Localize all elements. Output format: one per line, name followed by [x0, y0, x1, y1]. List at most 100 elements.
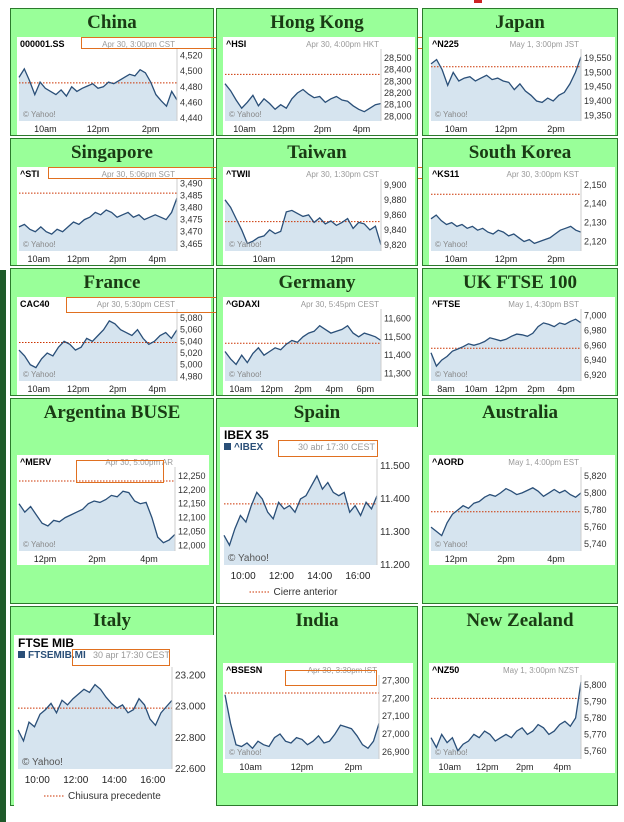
y-tick-label: 3,480	[180, 203, 203, 213]
y-tick-label: 5,800	[584, 680, 607, 690]
market-title[interactable]: Argentina BUSE	[43, 402, 181, 423]
market-chart[interactable]: ^AORD May 1, 4:00pm EST 5,820 5,800 5,780 5,7…	[429, 455, 615, 565]
x-tick-label: 10am	[445, 254, 468, 264]
market-chart[interactable]: ^STI Apr 30, 5:06pm SGT 3,490 3,485 3,480 3,4…	[17, 167, 211, 265]
yahoo-watermark: © Yahoo!	[435, 370, 468, 379]
yahoo-watermark: © Yahoo!	[435, 240, 468, 249]
chart-symbol: ^IBEX	[234, 442, 264, 453]
series-area	[225, 325, 381, 381]
y-tick-label: 5,760	[584, 746, 607, 756]
y-tick-label: 5,000	[180, 360, 203, 370]
market-title[interactable]: India	[295, 610, 339, 631]
yahoo-watermark: © Yahoo!	[22, 757, 63, 768]
market-chart[interactable]: ^BSESN Apr 30, 3:30pm IST 27,300 27,200 27,1…	[223, 663, 413, 773]
y-tick-label: 9,900	[384, 180, 407, 190]
y-tick-label: 3,465	[180, 239, 203, 249]
market-title[interactable]: South Korea	[468, 142, 572, 163]
market-chart[interactable]: ^NZ50 May 1, 3:00pm NZST 5,800 5,790 5,780 5,…	[429, 663, 615, 773]
x-tick-label: 2pm	[314, 124, 332, 134]
x-tick-label: 12pm	[495, 254, 518, 264]
market-chart[interactable]: ^KS11 Apr 30, 3:00pm KST 2,150 2,140 2,130 2,…	[429, 167, 615, 265]
chart-svg: ^GDAXI Apr 30, 5:45pm CEST 11,600 11,500 11,…	[224, 299, 411, 394]
y-tick-label: 5,800	[584, 488, 607, 498]
y-tick-label: 5,820	[584, 471, 607, 481]
x-tick-label: 12pm	[495, 384, 518, 394]
x-tick-label: 4pm	[557, 384, 575, 394]
chart-svg: ^HSI Apr 30, 4:00pm HKT 28,500 28,40028,300…	[224, 39, 412, 134]
chart-svg: ^FTSE May 1, 4:30pm BST 7,000 6,980 6,960 6,9…	[430, 299, 607, 394]
chart-timestamp: Apr 30, 3:30pm IST	[308, 666, 377, 675]
chart-timestamp: May 1, 3:00pm JST	[510, 40, 579, 49]
x-tick-label: 4pm	[140, 554, 158, 564]
x-tick-label: 6pm	[357, 384, 375, 394]
chart-timestamp: Apr 30, 1:30pm CST	[306, 170, 379, 179]
market-title[interactable]: UK FTSE 100	[462, 272, 578, 293]
x-tick-label: 12pm	[495, 124, 518, 134]
market-title[interactable]: Australia	[482, 402, 558, 423]
y-tick-label: 11,400	[384, 350, 411, 360]
y-tick-label: 2,120	[584, 237, 607, 247]
y-tick-label: 6,980	[584, 325, 607, 335]
y-tick-label: 11,300	[384, 369, 411, 379]
market-title[interactable]: Spain	[293, 402, 341, 423]
x-tick-label: 10am	[253, 254, 276, 264]
market-title[interactable]: Germany	[278, 272, 356, 293]
x-tick-label: 10am	[27, 254, 50, 264]
series-line	[430, 487, 582, 537]
y-tick-label: 11.200	[380, 560, 410, 571]
market-title[interactable]: Japan	[495, 12, 545, 33]
market-title[interactable]: Singapore	[70, 142, 153, 163]
market-title[interactable]: France	[83, 272, 141, 293]
y-tick-label: 4,460	[180, 97, 203, 107]
market-chart[interactable]: ^MERV Apr 30, 5:00pm AR 12,250 12,200 12,150…	[17, 455, 209, 565]
series-area	[19, 68, 177, 121]
market-title[interactable]: Italy	[93, 610, 131, 631]
market-title[interactable]: Taiwan	[287, 142, 347, 163]
series-line	[224, 694, 380, 750]
y-tick-label: 9,880	[384, 195, 407, 205]
y-tick-label: 7,000	[584, 310, 607, 320]
market-chart[interactable]: ^FTSE May 1, 4:30pm BST 7,000 6,980 6,960 6,9…	[429, 297, 615, 395]
y-tick-label: 28,100	[384, 100, 412, 110]
market-chart[interactable]: FTSE MIB FTSEMIB.MI 30 apr 17:30 CEST 23.20…	[14, 635, 214, 807]
chart-svg: IBEX 35^IBEX 30 abr 17:30 CEST 11.500 11.40…	[223, 428, 410, 598]
series-swatch	[224, 443, 231, 450]
chart-timestamp: Apr 30, 5:00pm AR	[105, 458, 173, 467]
x-tick-label: 14:00	[102, 775, 127, 786]
market-chart[interactable]: 000001.SS Apr 30, 3:00pm CST 4,520 4,500 4,4…	[17, 37, 211, 135]
y-tick-label: 5,740	[584, 539, 607, 549]
chart-symbol: ^GDAXI	[226, 299, 260, 309]
y-tick-label: 5,780	[584, 505, 607, 515]
chart-svg: ^TWII Apr 30, 1:30pm CST 9,900 9,880 9,860 9,…	[224, 169, 407, 264]
x-tick-label: 2pm	[109, 254, 127, 264]
chart-symbol: ^AORD	[432, 457, 464, 467]
x-tick-label: 12pm	[291, 762, 314, 772]
series-area	[431, 56, 581, 122]
market-title[interactable]: Hong Kong	[270, 12, 364, 33]
market-title[interactable]: China	[87, 12, 137, 33]
y-tick-label: 23.200	[175, 670, 206, 681]
y-tick-label: 9,840	[384, 225, 407, 235]
y-tick-label: 11.500	[380, 461, 410, 472]
yahoo-watermark: © Yahoo!	[229, 370, 262, 379]
market-chart[interactable]: ^TWII Apr 30, 1:30pm CST 9,900 9,880 9,860 9,…	[223, 167, 415, 265]
x-tick-label: 2pm	[547, 254, 565, 264]
market-chart[interactable]: ^HSI Apr 30, 4:00pm HKT 28,500 28,400 28,300…	[223, 37, 415, 135]
chart-svg: ^NZ50 May 1, 3:00pm NZST 5,800 5,790 5,780 5,…	[430, 665, 607, 772]
market-title[interactable]: New Zealand	[466, 610, 574, 631]
market-cell: Japan ^N225 May 1, 3:00pm JST 19,550 19,500 1…	[422, 8, 618, 136]
series-line	[223, 474, 378, 547]
chart-symbol: 000001.SS	[20, 39, 65, 49]
chart-svg: ^N225 May 1, 3:00pm JST 19,550 19,500 19,450…	[430, 39, 612, 134]
market-chart[interactable]: ^N225 May 1, 3:00pm JST 19,550 19,500 19,450…	[429, 37, 615, 135]
market-chart[interactable]: ^GDAXI Apr 30, 5:45pm CEST 11,600 11,500 11,…	[223, 297, 415, 395]
y-tick-label: 2,150	[584, 180, 607, 190]
chart-symbol: ^STI	[20, 169, 39, 179]
market-chart[interactable]: IBEX 35 ^IBEX 30 abr 17:30 CEST 11.500 11.40…	[220, 427, 419, 603]
y-tick-label: 27,100	[382, 711, 410, 721]
y-tick-label: 3,470	[180, 227, 203, 237]
y-tick-label: 22.600	[175, 764, 206, 775]
market-chart[interactable]: CAC40 Apr 30, 5:30pm CEST 5,080 5,060 5,040 5…	[17, 297, 211, 395]
chart-svg: ^MERV Apr 30, 5:00pm AR 12,250 12,200 12,150…	[18, 457, 206, 564]
